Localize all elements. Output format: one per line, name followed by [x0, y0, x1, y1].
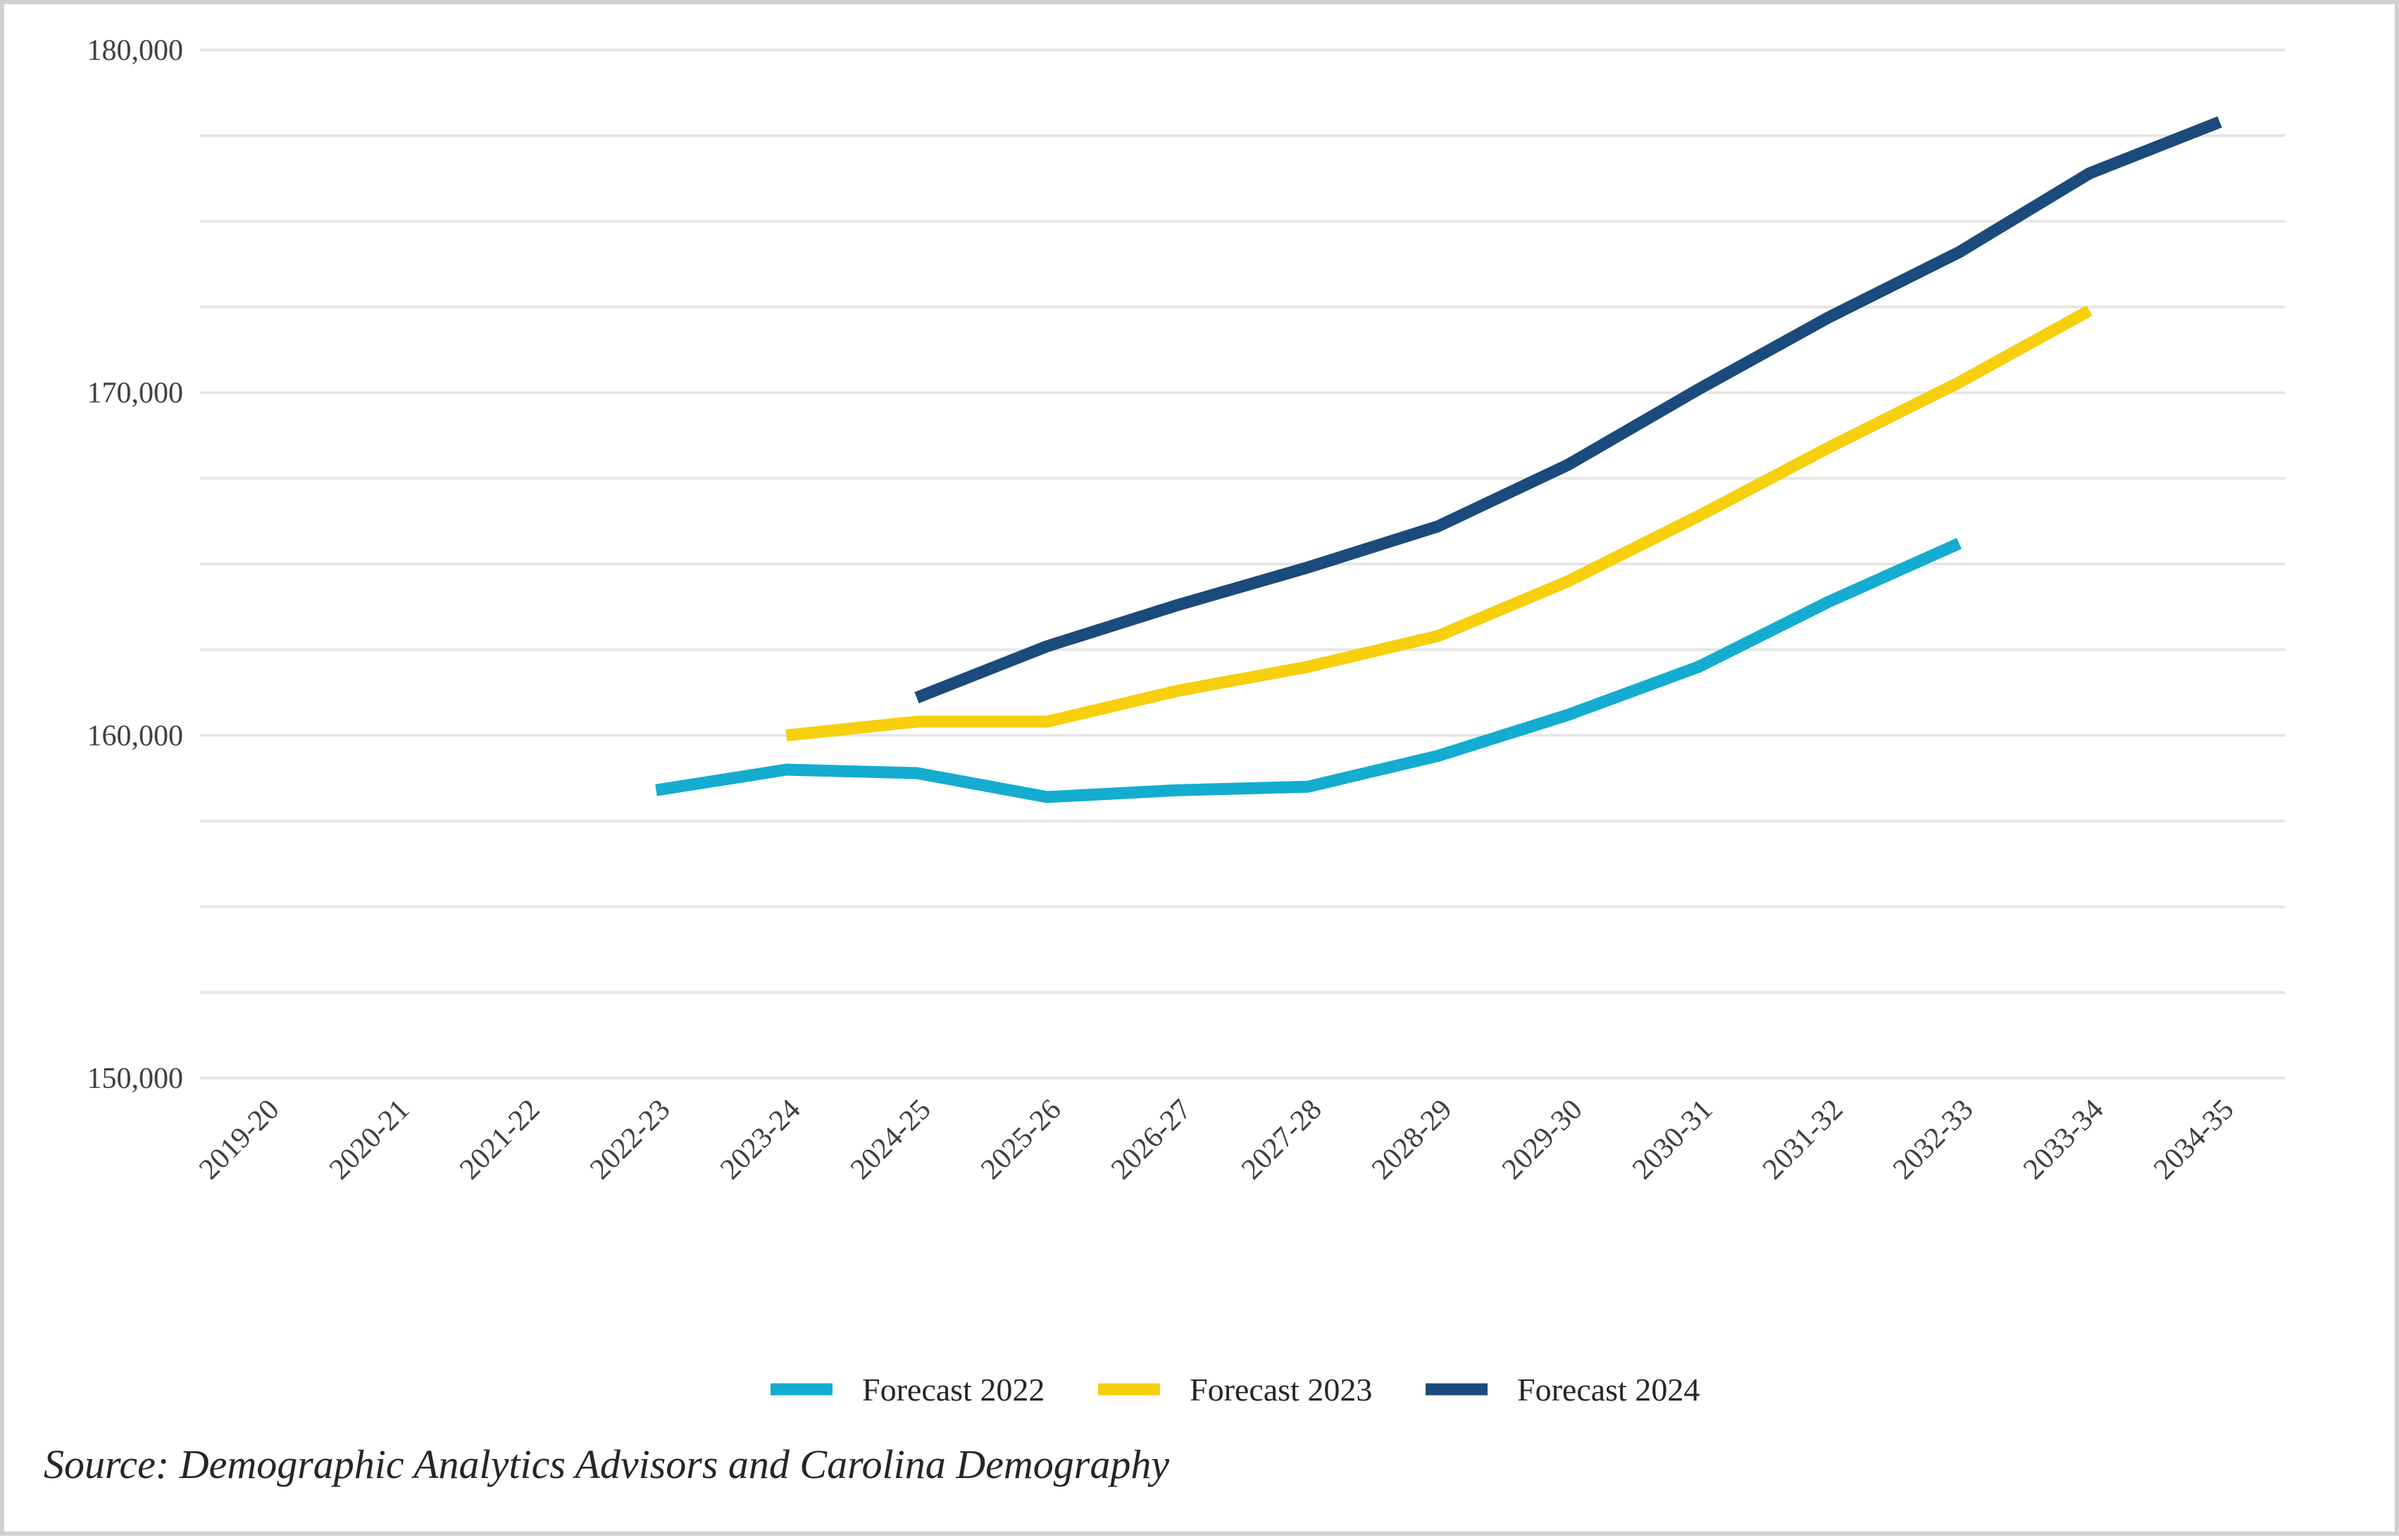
source-note: Source: Demographic Analytics Advisors a…	[44, 1441, 1170, 1487]
x-tick-label: 2022-23	[584, 1094, 677, 1187]
y-tick-label: 150,000	[87, 1063, 184, 1095]
y-tick-label: 160,000	[87, 720, 184, 752]
x-tick-label: 2029-30	[1496, 1094, 1589, 1187]
x-tick-label: 2026-27	[1105, 1094, 1198, 1187]
x-tick-label: 2028-29	[1366, 1094, 1459, 1187]
x-tick-label: 2032-33	[1887, 1094, 1980, 1187]
x-tick-label: 2025-26	[975, 1094, 1068, 1187]
legend: Forecast 2022 Forecast 2023 Forecast 2024	[771, 1372, 1700, 1408]
legend-label: Forecast 2023	[1190, 1372, 1372, 1408]
legend-label: Forecast 2022	[862, 1372, 1045, 1408]
x-tick-label: 2021-22	[454, 1094, 547, 1187]
x-tick-label: 2019-20	[193, 1094, 286, 1187]
x-tick-label: 2027-28	[1235, 1094, 1328, 1187]
y-tick-label: 180,000	[87, 35, 184, 67]
x-tick-label: 2030-31	[1626, 1094, 1719, 1187]
gridlines	[200, 49, 2285, 1079]
x-axis-tick-labels: 2019-20 2020-21 2021-22 2022-23 2023-24 2024-…	[193, 1094, 2241, 1187]
x-tick-label: 2023-24	[714, 1094, 807, 1187]
x-tick-label: 2033-34	[2017, 1094, 2110, 1187]
y-axis-tick-labels: 150,000 160,000 170,000 180,000	[87, 35, 184, 1095]
series-line-forecast-2024	[914, 116, 2222, 703]
x-tick-label: 2031-32	[1757, 1094, 1850, 1187]
legend-label: Forecast 2024	[1517, 1372, 1700, 1408]
line-chart: 150,000 160,000 170,000 180,000 2019-20 2020…	[87, 35, 2285, 1408]
x-tick-label: 2020-21	[323, 1094, 416, 1187]
series-line-forecast-2023	[785, 305, 2093, 741]
x-tick-label: 2034-35	[2148, 1094, 2241, 1187]
series-line-forecast-2022	[655, 538, 1962, 803]
x-tick-label: 2024-25	[845, 1094, 937, 1187]
series-lines	[655, 116, 2222, 803]
y-tick-label: 170,000	[87, 377, 184, 410]
